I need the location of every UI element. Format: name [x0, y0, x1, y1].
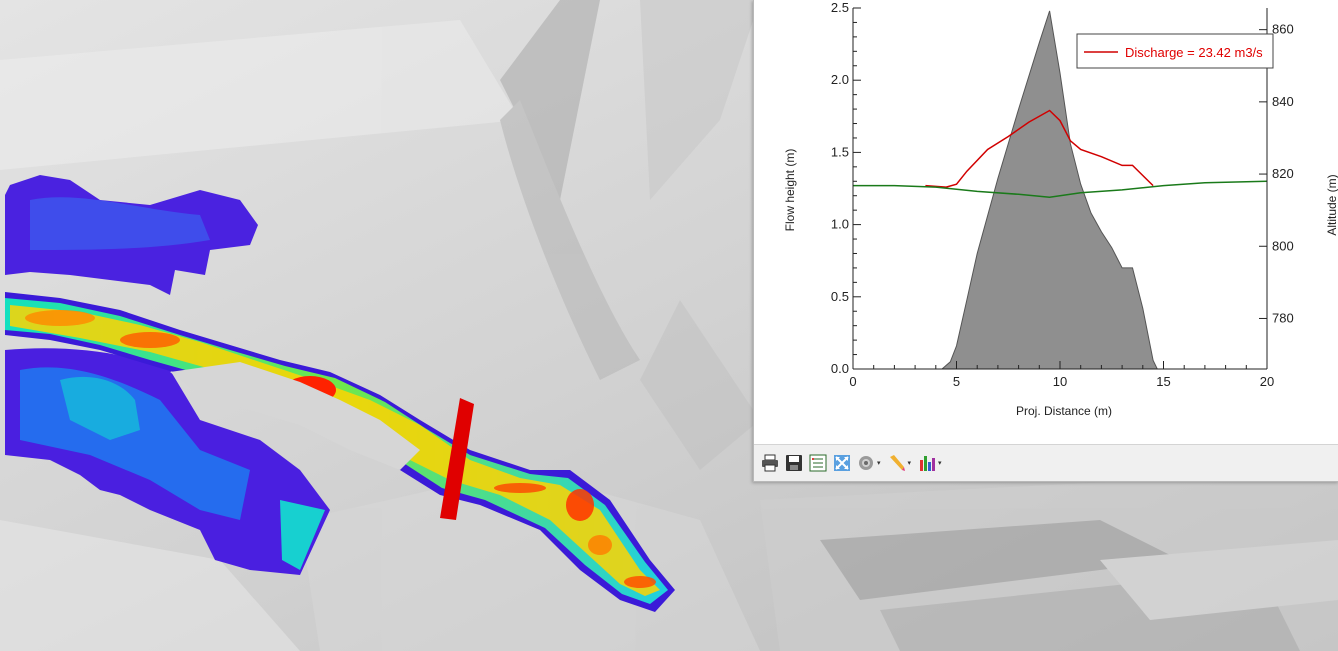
y-right-tick-label: 780 — [1272, 310, 1294, 325]
altitude-line — [853, 180, 1268, 198]
legend-box — [1076, 33, 1274, 69]
y-left-tick-label: 2.5 — [831, 0, 849, 15]
flow-profile-chart[interactable]: 0 5 10 15 20 0.0 0.5 1.0 1.5 2.0 2.5 780 800 820 840 86… — [754, 0, 1338, 444]
settings-dropdown-arrow[interactable]: ▾ — [877, 459, 881, 467]
y-left-tick-label: 1.5 — [831, 144, 849, 159]
profile-chart-window: 0 5 10 15 20 0.0 0.5 1.0 1.5 2.0 2.5 780 800 820 840 86… — [753, 0, 1338, 482]
chart-type-button[interactable] — [917, 453, 937, 473]
save-button[interactable] — [784, 453, 804, 473]
y-axis-right-title: Altitude (m) — [1325, 174, 1338, 235]
chart-toolbar: ▾ ▾ ▾ — [754, 444, 1338, 481]
pencil-icon — [889, 455, 905, 471]
zoom-extent-icon — [834, 455, 850, 471]
x-axis-title: Proj. Distance (m) — [1016, 404, 1112, 418]
flow-simulation-overlay — [5, 175, 675, 612]
draw-button[interactable] — [887, 453, 907, 473]
y-right-tick-label: 800 — [1272, 238, 1294, 253]
terrain-profile-area — [940, 10, 1159, 370]
y-left-tick-label: 0.5 — [831, 289, 849, 304]
y-left-tick-label: 0.0 — [831, 361, 849, 376]
y-left-tick-label: 2.0 — [831, 72, 849, 87]
y-right-tick-label: 840 — [1272, 94, 1294, 109]
y-right-tick-label: 860 — [1272, 22, 1294, 37]
x-tick-label: 15 — [1156, 374, 1170, 389]
data-table-icon — [809, 454, 827, 472]
y-axis-left-title: Flow height (m) — [783, 149, 797, 232]
y-right-tick-label: 820 — [1272, 166, 1294, 181]
printer-icon — [762, 454, 778, 472]
bar-chart-icon — [920, 456, 936, 471]
settings-button[interactable] — [856, 453, 876, 473]
draw-dropdown-arrow[interactable]: ▾ — [907, 459, 912, 467]
chart-type-dropdown-arrow[interactable]: ▾ — [938, 459, 942, 467]
print-button[interactable] — [760, 453, 780, 473]
x-tick-label: 20 — [1260, 374, 1274, 389]
cross-section-marker[interactable] — [440, 398, 474, 520]
x-tick-label: 0 — [849, 374, 856, 389]
discharge-line — [925, 109, 1154, 188]
zoom-extent-button[interactable] — [832, 453, 852, 473]
legend[interactable]: Discharge = 23.42 m3/s — [1076, 33, 1274, 69]
data-table-button[interactable] — [808, 453, 828, 473]
save-icon — [786, 455, 802, 471]
y-left-tick-label: 1.0 — [831, 217, 849, 232]
legend-label: Discharge = 23.42 m3/s — [1125, 45, 1263, 60]
x-tick-label: 10 — [1053, 374, 1067, 389]
settings-gear-icon — [859, 456, 873, 470]
x-tick-label: 5 — [953, 374, 960, 389]
